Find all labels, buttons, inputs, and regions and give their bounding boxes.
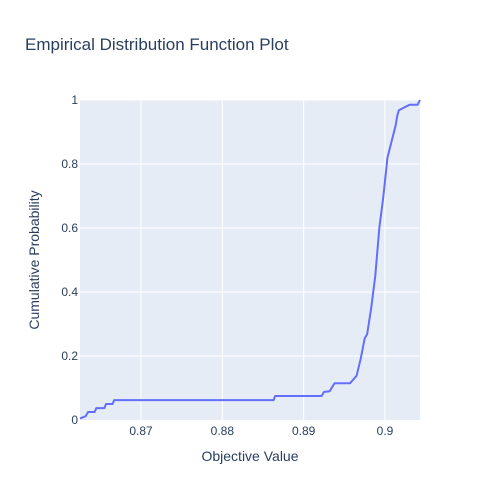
x-tick-label: 0.9: [377, 424, 394, 438]
x-tick-label: 0.89: [292, 424, 316, 438]
plot-area: [80, 100, 420, 420]
ecdf-line: [79, 99, 421, 420]
series-group: [79, 99, 421, 420]
x-tick-label: 0.88: [211, 424, 235, 438]
y-tick-label: 1: [71, 93, 78, 107]
gridlines: [80, 99, 420, 420]
y-tick-labels: 0 0.2 0.4 0.6 0.8 1: [61, 93, 78, 427]
x-tick-label: 0.87: [129, 424, 153, 438]
y-axis-title: Cumulative Probability: [26, 190, 42, 329]
y-tick-label: 0.6: [61, 221, 78, 235]
chart-title: Empirical Distribution Function Plot: [25, 35, 289, 54]
x-axis-title: Objective Value: [201, 448, 298, 464]
y-tick-label: 0.2: [61, 349, 78, 363]
y-tick-label: 0.8: [61, 157, 78, 171]
y-tick-label: 0.4: [61, 285, 78, 299]
x-tick-labels: 0.87 0.88 0.89 0.9: [129, 424, 393, 438]
y-tick-label: 0: [71, 413, 78, 427]
